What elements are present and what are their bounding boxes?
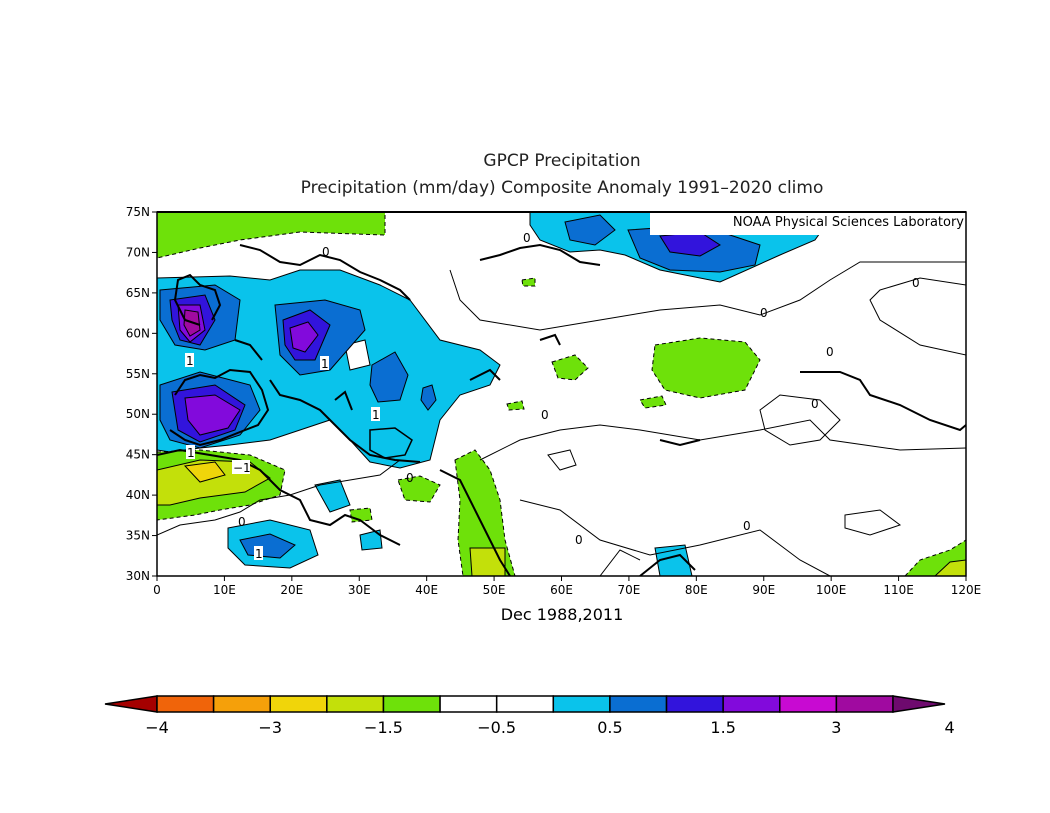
colorbar-box (326, 695, 385, 713)
colorbar-arrow-high (892, 695, 946, 713)
contour-label: 0 (575, 533, 583, 547)
colorbar: −4 −3 −1.5 −0.5 0.5 1.5 3 4 (104, 695, 955, 737)
lon-tick-label: 60E (550, 583, 573, 597)
contour-label: −1 (233, 461, 251, 475)
colorbar-label: −4 (145, 718, 169, 737)
colorbar-box (439, 695, 498, 713)
lon-tick-label: 70E (617, 583, 640, 597)
colorbar-label: 4 (945, 718, 955, 737)
neg-anomaly-region (157, 212, 386, 259)
neg-anomaly-region (651, 337, 761, 399)
contour-label: 0 (826, 345, 834, 359)
lon-tick-label: 100E (816, 583, 847, 597)
lon-tick-label: 20E (280, 583, 303, 597)
colorbar-box (722, 695, 781, 713)
coastlines (157, 243, 966, 576)
lat-tick-label: 35N (126, 529, 150, 543)
lon-tick-label: 50E (483, 583, 506, 597)
lon-tick-label: 90E (752, 583, 775, 597)
contour-label: 1 (187, 446, 195, 460)
lat-tick-label: 60N (126, 326, 150, 340)
contour-labels: 0 0 0 0 0 0 0 0 0 0 0 1 1 1 1 1 −1 (185, 231, 920, 561)
colorbar-label: −1.5 (364, 718, 403, 737)
lon-tick-label: 10E (213, 583, 236, 597)
colorbar-box (835, 695, 894, 713)
period-label: Dec 1988,2011 (500, 605, 624, 624)
colorbar-label: −0.5 (477, 718, 516, 737)
contour-label: 1 (186, 354, 194, 368)
colorbar-label: −3 (258, 718, 282, 737)
contour-label: 0 (541, 408, 549, 422)
contour-label: 1 (255, 547, 263, 561)
contour-label: 0 (238, 515, 246, 529)
colorbar-box (212, 695, 271, 713)
colorbar-label: 1.5 (710, 718, 735, 737)
contour-label: 0 (743, 519, 751, 533)
colorbar-arrow-low (104, 695, 158, 713)
colorbar-label: 0.5 (597, 718, 622, 737)
lat-tick-label: 55N (126, 367, 150, 381)
colorbar-label: 3 (831, 718, 841, 737)
map-subtitle: Precipitation (mm/day) Composite Anomaly… (300, 178, 824, 198)
credit-label: NOAA Physical Sciences Laboratory (650, 213, 964, 235)
colorbar-box (156, 695, 215, 713)
contour-label: 0 (322, 245, 330, 259)
lat-tick-label: 50N (126, 407, 150, 421)
lat-tick-label: 45N (126, 448, 150, 462)
contour-label: 0 (523, 231, 531, 245)
colorbar-box (609, 695, 668, 713)
contour-label: 0 (912, 276, 920, 290)
contour-label: 0 (760, 306, 768, 320)
contour-label: 0 (811, 397, 819, 411)
lon-tick-label: 30E (348, 583, 371, 597)
lon-tick-label: 120E (951, 583, 982, 597)
colorbar-box (779, 695, 838, 713)
lat-tick-label: 65N (126, 286, 150, 300)
lon-tick-label: 80E (685, 583, 708, 597)
longitude-axis: 0 10E 20E 30E 40E 50E 60E 70E 80E 90E 100E 110E 120E (153, 576, 981, 597)
colorbar-box (665, 695, 724, 713)
contour-label: 1 (321, 357, 329, 371)
map-title: GPCP Precipitation (483, 151, 641, 171)
colorbar-box (382, 695, 441, 713)
lat-tick-label: 70N (126, 245, 150, 259)
lat-tick-label: 40N (126, 488, 150, 502)
lon-tick-label: 0 (153, 583, 161, 597)
colorbar-box (552, 695, 611, 713)
contour-label: 0 (406, 471, 414, 485)
lat-tick-label: 75N (126, 205, 150, 219)
contour-label: 1 (372, 408, 380, 422)
colorbar-box (495, 695, 555, 713)
lat-tick-label: 30N (126, 569, 150, 583)
colorbar-box (269, 695, 328, 713)
lon-tick-label: 40E (415, 583, 438, 597)
latitude-axis: 75N 70N 65N 60N 55N 50N 45N 40N 35N 30N (126, 205, 157, 583)
lon-tick-label: 110E (883, 583, 914, 597)
